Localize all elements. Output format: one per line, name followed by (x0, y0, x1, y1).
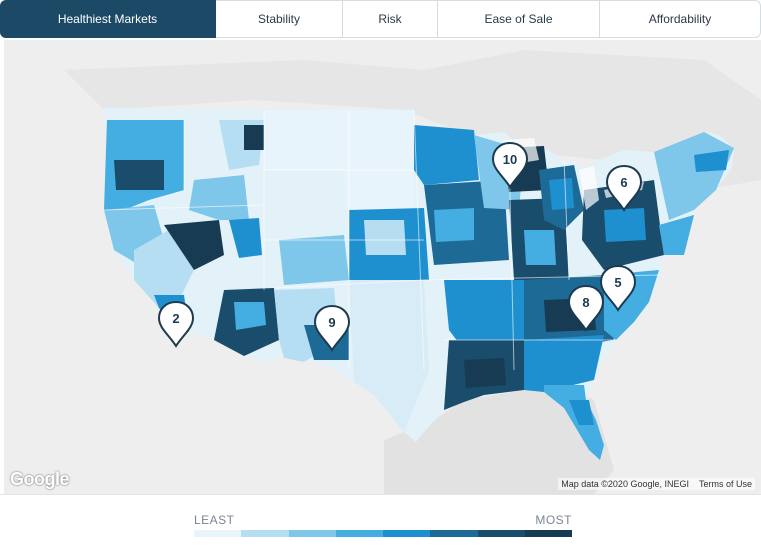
map-legend: LEAST MOST (0, 494, 761, 555)
legend-swatch-1 (194, 530, 242, 537)
tab-healthiest-markets[interactable]: Healthiest Markets (0, 0, 216, 38)
map-marker-10-label: 10 (503, 152, 517, 167)
map-attribution: Map data ©2020 Google, INEGI (561, 479, 689, 489)
map-canvas: 2 9 10 6 5 8 (4, 40, 761, 494)
legend-swatch-5 (383, 530, 431, 537)
map-marker-8-label: 8 (582, 295, 589, 310)
map-marker-2-label: 2 (172, 311, 179, 326)
legend-swatch-8 (524, 530, 572, 537)
legend-swatch-2 (241, 530, 289, 537)
tab-risk[interactable]: Risk (343, 0, 438, 38)
legend-swatch-7 (477, 530, 525, 537)
map-marker-6[interactable]: 6 (605, 164, 643, 212)
legend-color-scale (194, 530, 572, 537)
map-marker-5[interactable]: 5 (599, 264, 637, 312)
tab-ease-of-sale[interactable]: Ease of Sale (438, 0, 600, 38)
map-marker-2[interactable]: 2 (157, 300, 195, 348)
legend-most-label: MOST (535, 513, 572, 527)
market-tabs: Healthiest Markets Stability Risk Ease o… (0, 0, 761, 38)
map-marker-5-label: 5 (614, 275, 621, 290)
legend-least-label: LEAST (194, 513, 235, 527)
google-logo: Google (10, 469, 70, 489)
tab-affordability[interactable]: Affordability (600, 0, 761, 38)
map-marker-9-label: 9 (328, 315, 335, 330)
map-attribution-bar: Map data ©2020 Google, INEGI Terms of Us… (558, 478, 755, 490)
legend-swatch-6 (430, 530, 478, 537)
legend-swatch-4 (335, 530, 383, 537)
legend-swatch-3 (288, 530, 336, 537)
us-county-map[interactable]: 2 9 10 6 5 8 Google Map data ©2020 Googl… (4, 40, 761, 494)
map-marker-10[interactable]: 10 (491, 141, 529, 189)
map-marker-6-label: 6 (620, 175, 627, 190)
terms-of-use-link[interactable]: Terms of Use (698, 479, 752, 489)
tab-stability[interactable]: Stability (216, 0, 343, 38)
map-marker-9[interactable]: 9 (313, 304, 351, 352)
map-marker-8[interactable]: 8 (567, 284, 605, 332)
